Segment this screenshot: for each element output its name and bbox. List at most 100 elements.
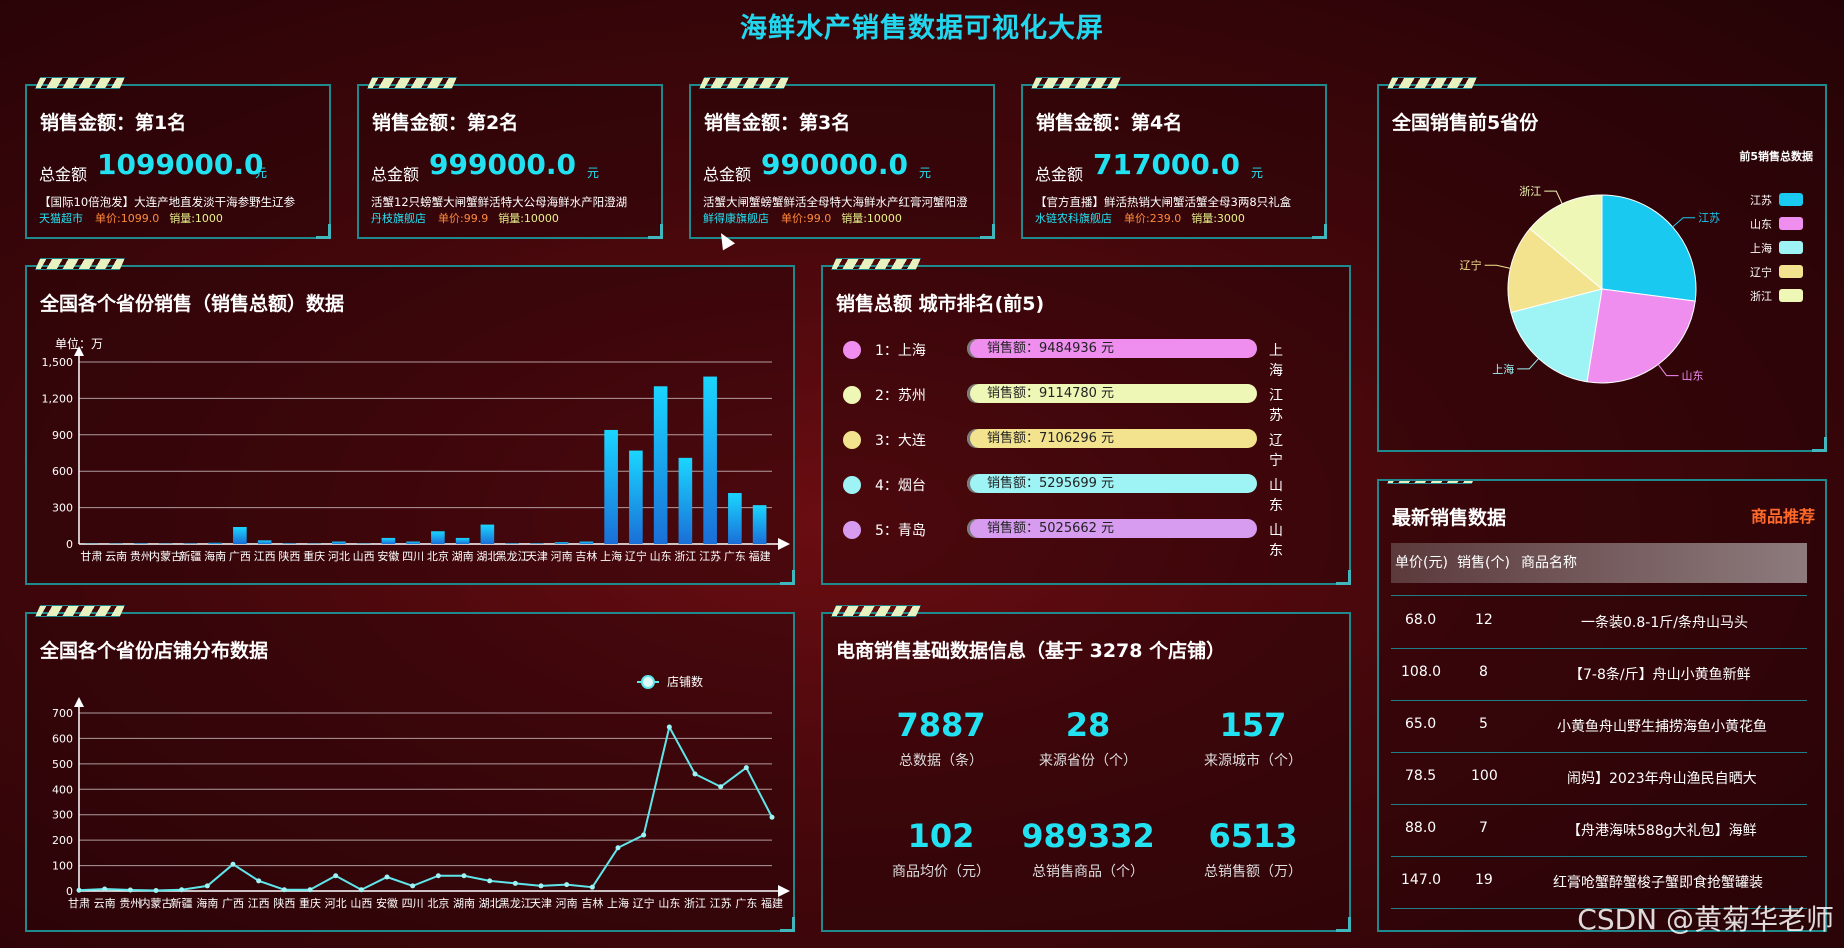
table-row[interactable]: 147.0 19 红膏呛蟹醉蟹梭子蟹即食抢蟹罐装 — [1391, 856, 1807, 909]
x-tick-label: 海南 — [196, 896, 218, 910]
x-tick-label: 云南 — [94, 897, 116, 910]
cell-name: 小黄鱼舟山野生捕捞海鱼小黄花鱼 — [1557, 719, 1767, 735]
y-tick-label: 200 — [52, 834, 73, 847]
x-tick-label: 重庆 — [303, 549, 325, 563]
table-row[interactable]: 65.0 5 小黄鱼舟山野生捕捞海鱼小黄花鱼 — [1391, 700, 1807, 753]
pie-label-line — [1517, 358, 1540, 370]
stat-total-sales: 6513 总销售额（万） — [1153, 817, 1353, 881]
cell-name: 【7-8条/斤】舟山小黄鱼新鲜 — [1569, 667, 1751, 683]
x-tick-label: 辽宁 — [633, 896, 655, 910]
rank-card-title: 销售金额：第3名 — [704, 112, 851, 134]
pie-slice-label: 江苏 — [1698, 212, 1720, 225]
x-tick-label: 甘肃 — [80, 550, 102, 563]
x-tick-label: 福建 — [761, 896, 783, 910]
x-tick-label: 河南 — [556, 897, 578, 910]
table-row[interactable]: 78.5 100 闹妈】2023年舟山渔民自晒大 — [1391, 752, 1807, 805]
point-陕西 — [281, 887, 287, 893]
sales-bar: 销售额：5025662 元 — [967, 519, 1257, 538]
city-rank-row: 1：上海 销售额：9484936 元 上海 — [839, 337, 1283, 379]
top5-provinces-panel: 全国销售前5省份 前5销售总数据 江苏 山东 上海 辽宁 浙江 江苏 山东 上海 辽宁 浙江 — [1377, 77, 1827, 452]
cell-price: 147.0 — [1401, 872, 1442, 888]
corner-decoration — [1312, 224, 1327, 239]
table-row[interactable]: 108.0 8 【7-8条/斤】舟山小黄鱼新鲜 — [1391, 648, 1807, 701]
x-tick-label: 黑龙江 — [496, 550, 529, 563]
bar-海南 — [208, 542, 222, 544]
x-tick-label: 四川 — [402, 550, 424, 563]
unit-price: 单价:99.9 — [438, 212, 489, 225]
latest-sales-panel: 最新销售数据 商品推荐 单价(元) 销售(个) 商品名称 68.0 12 一条装0.… — [1377, 479, 1827, 932]
x-tick-label: 黑龙江 — [499, 897, 532, 910]
sold-count: 销量:1000 — [169, 212, 223, 225]
bar-福建 — [752, 505, 767, 544]
bar-广西 — [233, 527, 247, 544]
rank-card-4: 销售金额：第4名 总金额 717000.0 元 【官方直播】鲜活热销大闸蟹活蟹全… — [1021, 77, 1327, 239]
bar-江苏 — [703, 376, 717, 544]
point-新疆 — [179, 887, 185, 893]
x-tick-label: 江苏 — [710, 897, 732, 910]
bar-浙江 — [678, 457, 693, 544]
table-header: 单价(元) 销售(个) 商品名称 — [1391, 543, 1807, 583]
legend-label: 辽宁 — [1750, 265, 1772, 279]
bar-河南 — [554, 542, 569, 544]
amount-value: 999000.0 — [429, 148, 577, 181]
x-tick-label: 陕西 — [273, 896, 295, 910]
point-贵州 — [127, 887, 133, 893]
x-tick-label: 北京 — [427, 549, 449, 563]
point-天津 — [538, 883, 544, 889]
city-name: 1：上海 — [875, 343, 926, 359]
stat-value: 157 — [1219, 706, 1287, 744]
unit-price: 单价:239.0 — [1124, 212, 1182, 225]
corner-decoration — [1336, 570, 1351, 585]
bar-安徽 — [381, 537, 396, 544]
cell-qty: 5 — [1479, 716, 1488, 732]
bar-陕西 — [282, 543, 297, 544]
x-tick-label: 广东 — [735, 897, 757, 910]
x-tick-label: 重庆 — [299, 896, 321, 910]
panel-title: 最新销售数据 — [1392, 507, 1507, 529]
x-tick-label: 江西 — [248, 897, 270, 910]
corner-decoration — [780, 917, 795, 932]
city-name: 5：青岛 — [875, 523, 926, 539]
bar-河北 — [332, 541, 346, 544]
x-tick-label: 陕西 — [278, 549, 300, 563]
pie-label-line — [1672, 217, 1696, 228]
amount-unit: 元 — [587, 166, 600, 180]
stat-label: 总销售商品（个） — [1032, 864, 1144, 880]
point-内蒙古 — [153, 887, 159, 893]
point-安徽 — [384, 874, 390, 880]
amount-value: 717000.0 — [1093, 148, 1241, 181]
x-tick-label: 上海 — [607, 896, 629, 910]
cell-qty: 12 — [1475, 612, 1493, 628]
x-tick-label: 山东 — [658, 897, 680, 910]
legend-swatch-icon — [1779, 193, 1803, 206]
panel-tab-decoration — [35, 77, 125, 89]
rank-card-title: 销售金额：第2名 — [372, 112, 519, 134]
bar-辽宁 — [629, 450, 643, 544]
table-row[interactable]: 88.0 7 【舟港海味588g大礼包】海鲜 — [1391, 804, 1807, 857]
recommend-link[interactable]: 商品推荐 — [1750, 507, 1815, 526]
x-tick-label: 福建 — [749, 549, 771, 563]
stat-total-goods: 989332 总销售商品（个） — [988, 817, 1188, 881]
point-河南 — [564, 882, 570, 888]
x-tick-label: 江西 — [254, 550, 276, 563]
x-tick-label: 湖北 — [476, 550, 498, 563]
point-辽宁 — [641, 832, 647, 838]
cell-price: 68.0 — [1405, 612, 1437, 628]
table-row[interactable]: 68.0 12 一条装0.8-1斤/条舟山马头 — [1391, 596, 1807, 649]
province-name: 江苏 — [1269, 388, 1283, 424]
city-rank-row: 4：烟台 销售额：5295699 元 山东 — [839, 472, 1283, 514]
bar-广东 — [728, 493, 742, 544]
legend-marker-icon — [641, 675, 655, 689]
pie-slice-辽宁 — [1507, 228, 1604, 314]
legend-label: 江苏 — [1750, 194, 1772, 207]
product-meta: 天猫超市 单价:1099.0 销量:1000 — [39, 210, 223, 226]
x-tick-label: 广东 — [724, 550, 746, 563]
panel-tab-decoration — [1387, 481, 1477, 484]
x-tick-label: 山西 — [353, 550, 375, 563]
x-tick-label: 湖南 — [453, 897, 475, 910]
bar-湖北 — [480, 524, 495, 544]
x-tick-label: 辽宁 — [625, 549, 647, 563]
stat-value: 989332 — [1021, 817, 1155, 855]
stat-avg-price: 102 商品均价（元） — [841, 817, 1041, 881]
